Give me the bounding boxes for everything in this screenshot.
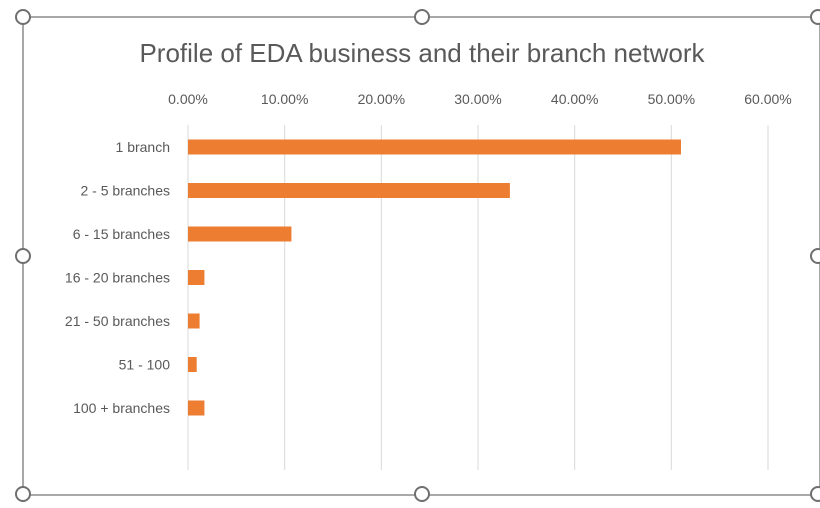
bar bbox=[188, 226, 292, 242]
category-label: 21 - 50 branches bbox=[65, 313, 170, 329]
resize-handle[interactable] bbox=[414, 486, 430, 502]
gridlines bbox=[187, 125, 769, 470]
x-tick-label: 60.00% bbox=[744, 91, 791, 107]
bar bbox=[188, 270, 205, 285]
category-label: 6 - 15 branches bbox=[73, 226, 170, 242]
bar bbox=[188, 183, 510, 198]
resize-handle[interactable] bbox=[810, 248, 820, 264]
selection-border[interactable] bbox=[22, 16, 820, 496]
resize-handle[interactable] bbox=[414, 9, 430, 25]
x-tick-label: 40.00% bbox=[551, 91, 598, 107]
resize-handle[interactable] bbox=[15, 248, 31, 264]
category-label: 16 - 20 branches bbox=[65, 270, 170, 286]
chart-selection-frame[interactable] bbox=[15, 9, 820, 502]
category-labels: 1 branch 2 - 5 branches 6 - 15 branches 16 … bbox=[65, 139, 170, 416]
category-label: 51 - 100 bbox=[119, 357, 171, 373]
x-tick-label: 50.00% bbox=[648, 91, 695, 107]
resize-handle[interactable] bbox=[810, 486, 820, 502]
category-label: 2 - 5 branches bbox=[81, 183, 171, 199]
resize-handle[interactable] bbox=[810, 9, 820, 25]
bar bbox=[188, 400, 205, 416]
resize-handle[interactable] bbox=[15, 9, 31, 25]
x-axis-ticks: 0.00% 10.00% 20.00% 30.00% 40.00% 50.00% 60.00… bbox=[168, 91, 792, 107]
category-label: 1 branch bbox=[116, 139, 170, 155]
resize-handle[interactable] bbox=[15, 486, 31, 502]
x-tick-label: 0.00% bbox=[168, 91, 208, 107]
x-tick-label: 30.00% bbox=[454, 91, 501, 107]
x-tick-label: 20.00% bbox=[358, 91, 405, 107]
bar bbox=[188, 313, 200, 329]
bars bbox=[188, 139, 681, 416]
bar bbox=[188, 139, 681, 155]
category-label: 100 + branches bbox=[73, 400, 170, 416]
bar bbox=[188, 357, 197, 372]
x-tick-label: 10.00% bbox=[261, 91, 308, 107]
chart-title: Profile of EDA business and their branch… bbox=[139, 38, 705, 68]
